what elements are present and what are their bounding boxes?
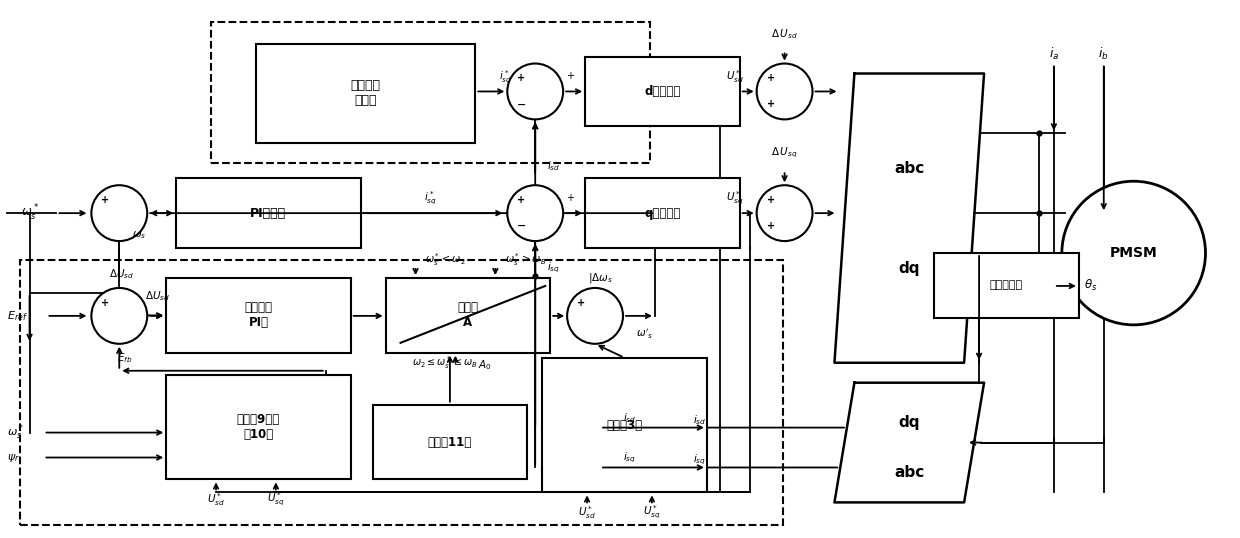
Text: +: + xyxy=(102,195,109,205)
Text: $\Delta U_{sd}$: $\Delta U_{sd}$ xyxy=(109,267,134,281)
Text: +: + xyxy=(567,72,574,81)
Text: $E_{ref}$: $E_{ref}$ xyxy=(6,309,27,323)
Text: q轴电流环: q轴电流环 xyxy=(645,207,681,220)
Text: $\psi_r$: $\psi_r$ xyxy=(6,451,20,464)
Text: $U_{sd}^*$: $U_{sd}^*$ xyxy=(207,491,224,508)
Text: 限幅器
A: 限幅器 A xyxy=(458,301,479,329)
Text: $\Delta\,U_{sq}$: $\Delta\,U_{sq}$ xyxy=(771,146,797,160)
Text: $i_b$: $i_b$ xyxy=(1099,46,1109,62)
Bar xyxy=(255,44,475,143)
Text: $\Delta\,U_{sd}$: $\Delta\,U_{sd}$ xyxy=(771,27,799,40)
Text: $\omega_s^*$: $\omega_s^*$ xyxy=(6,423,24,442)
Bar xyxy=(211,22,650,163)
Bar xyxy=(373,405,527,479)
Text: +: + xyxy=(102,298,109,308)
Circle shape xyxy=(1061,181,1205,325)
Text: +: + xyxy=(766,74,775,83)
Text: $\omega_s^*$: $\omega_s^*$ xyxy=(21,203,38,223)
Bar xyxy=(585,178,740,248)
Text: 励磁电流
控制器: 励磁电流 控制器 xyxy=(351,80,381,108)
Text: d轴电流环: d轴电流环 xyxy=(645,85,681,98)
Text: dq: dq xyxy=(899,260,920,275)
Text: abc: abc xyxy=(894,161,924,176)
Text: $i_{sq}$: $i_{sq}$ xyxy=(693,452,707,466)
Circle shape xyxy=(92,288,148,344)
Text: +: + xyxy=(766,195,775,205)
Text: $U_{sd}^*$: $U_{sd}^*$ xyxy=(725,68,744,85)
Text: $U_{sq}^*$: $U_{sq}^*$ xyxy=(725,189,744,207)
Circle shape xyxy=(756,185,812,241)
Text: −: − xyxy=(517,100,526,109)
Bar xyxy=(166,278,351,353)
Text: 误差电压
PI环: 误差电压 PI环 xyxy=(244,301,273,329)
Text: 公式（11）: 公式（11） xyxy=(428,436,472,449)
Circle shape xyxy=(92,185,148,241)
Text: $i_{sq}$: $i_{sq}$ xyxy=(624,450,636,465)
Polygon shape xyxy=(835,74,985,363)
Text: $\theta_s$: $\theta_s$ xyxy=(1084,278,1097,293)
Bar xyxy=(20,260,782,525)
Text: $\omega_s^* > \omega_B$: $\omega_s^* > \omega_B$ xyxy=(505,252,546,268)
Text: 公式（9）、
（10）: 公式（9）、 （10） xyxy=(237,413,280,441)
Circle shape xyxy=(567,288,622,344)
Text: 公式（3）: 公式（3） xyxy=(606,419,642,431)
Text: $i_{sq}^*$: $i_{sq}^*$ xyxy=(424,189,436,207)
Polygon shape xyxy=(835,383,985,502)
Text: $i_{sd}$: $i_{sd}$ xyxy=(547,159,559,173)
Circle shape xyxy=(756,63,812,119)
Text: $U_{sq}^*$: $U_{sq}^*$ xyxy=(267,491,285,508)
Text: $i_a$: $i_a$ xyxy=(1049,46,1059,62)
Text: $i_{sd}$: $i_{sd}$ xyxy=(693,413,707,427)
Text: PMSM: PMSM xyxy=(1110,246,1158,260)
Bar xyxy=(386,278,551,353)
Text: +: + xyxy=(517,74,526,83)
Text: $\omega'_s$: $\omega'_s$ xyxy=(636,327,653,341)
Text: $U_{sq}^*$: $U_{sq}^*$ xyxy=(644,504,661,521)
Text: +: + xyxy=(766,100,775,109)
Text: $A_0$: $A_0$ xyxy=(479,358,492,372)
Bar xyxy=(176,178,361,248)
Text: 角度积分器: 角度积分器 xyxy=(990,280,1023,291)
Text: dq: dq xyxy=(899,415,920,430)
Bar xyxy=(585,56,740,126)
Text: $U_{sd}^*$: $U_{sd}^*$ xyxy=(578,504,596,521)
Text: +: + xyxy=(517,195,526,205)
Text: PI速度环: PI速度环 xyxy=(250,207,286,220)
Text: $E_{fb}$: $E_{fb}$ xyxy=(117,351,131,365)
Text: +: + xyxy=(766,221,775,231)
Text: +: + xyxy=(577,298,585,308)
Circle shape xyxy=(507,185,563,241)
Text: $|\Delta\omega_s$: $|\Delta\omega_s$ xyxy=(588,271,613,285)
Text: +: + xyxy=(567,193,574,203)
Text: $i_{sq}$: $i_{sq}$ xyxy=(547,261,559,275)
Text: $i_{sd}$: $i_{sd}$ xyxy=(624,410,636,424)
Bar xyxy=(166,375,351,479)
Circle shape xyxy=(507,63,563,119)
Bar xyxy=(542,358,707,492)
Text: $i_{sd}^*$: $i_{sd}^*$ xyxy=(498,68,512,85)
Bar xyxy=(934,253,1079,318)
Text: $\omega_s$: $\omega_s$ xyxy=(133,229,146,241)
Text: $\omega_2 \leq \omega_s^* \leq \omega_B$: $\omega_2 \leq \omega_s^* \leq \omega_B$ xyxy=(413,355,479,371)
Text: $\Delta U_{sd}$: $\Delta U_{sd}$ xyxy=(145,289,170,303)
Text: abc: abc xyxy=(894,465,924,480)
Text: −: − xyxy=(517,221,526,231)
Text: $\omega_s^* < \omega_2$: $\omega_s^* < \omega_2$ xyxy=(425,252,466,268)
